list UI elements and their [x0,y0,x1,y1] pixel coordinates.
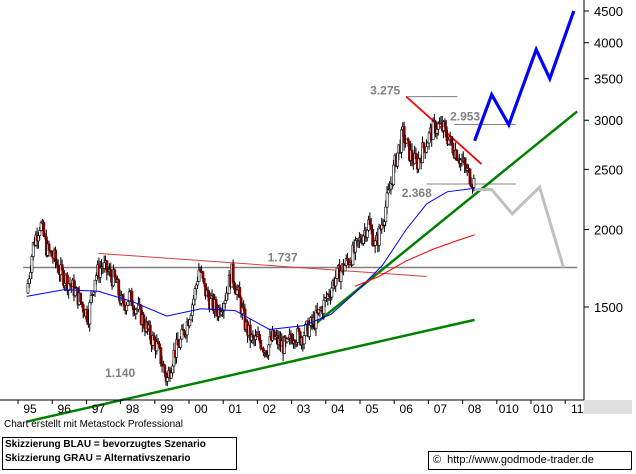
scenario-path [474,184,565,268]
level-label: 2.368 [402,186,432,200]
x-tick-label: 98 [126,402,140,416]
y-tick-label: 4000 [594,36,623,51]
candles [26,113,476,387]
candle-down [79,292,83,303]
candle-up [125,304,129,311]
level-label: 2.953 [450,109,480,123]
x-tick-label: 02 [263,402,277,416]
trendline-long-term-support [26,318,475,423]
candle-up [335,267,339,279]
x-tick-label: 96 [58,402,72,416]
x-tick-label: 05 [365,402,379,416]
scenario-legend: Skizzierung BLAU = bevorzugtes Szenario … [2,437,237,470]
moving-averages [26,187,475,331]
x-tick-label: 99 [160,402,174,416]
candle-up [180,329,184,340]
scenario-path [473,10,576,142]
moving-average-line [354,234,475,287]
y-axis-ticks: 4500 4000 3500 3000 2500 2000 1500 [584,4,623,315]
y-tick-label: 2500 [594,162,623,177]
credit-text: Chart erstellt mit Metastock Professiona… [4,419,183,430]
x-tick-label: 06 [400,402,414,416]
candle-up [179,338,182,348]
x-tick-label: 08 [468,402,482,416]
annotations: 3.275 2.953 2.368 1.737 1.140 [105,84,480,380]
candle-down [231,263,235,284]
candle-down [201,271,205,279]
y-tick-label: 2000 [594,222,623,237]
candle-down [422,142,426,149]
candle-up [88,302,92,325]
candle-down [406,138,410,142]
trendline-old-resistance [98,252,427,277]
x-tick-label: 95 [23,402,37,416]
moving-average-line [26,187,475,331]
y-tick-label: 3500 [594,72,623,87]
candle-up [472,178,476,188]
trendlines [26,95,578,423]
legend-grey: Skizzierung GRAU = Alternativszenario [5,453,191,464]
copyright-icon: © [433,454,442,466]
level-label: 3.275 [370,84,400,98]
level-label: 1.140 [105,366,135,380]
footer-url: http://www.godmode-trader.de [447,454,594,466]
x-tick-label: 010 [533,402,553,416]
x-tick-label: 04 [331,402,345,416]
candle-up [188,319,192,327]
scroll-stub [584,400,632,414]
legend-blue: Skizzierung BLAU = bevorzugtes Szenario [5,439,206,450]
candle-up [73,287,77,296]
x-tick-label: 07 [434,402,448,416]
level-label: 1.737 [268,250,298,264]
candle-down [158,343,161,348]
y-tick-label: 1500 [594,300,623,315]
scenarios [473,10,576,268]
footer-url-box: © http://www.godmode-trader.de [428,451,632,470]
y-tick-label: 3000 [594,113,623,128]
x-tick-label: 11 [571,402,584,416]
candle-down [202,278,206,284]
x-axis-ticks: 95 96 97 98 99 00 01 02 03 04 05 06 07 08 010 010 11 [17,400,584,416]
candle-up [373,240,377,246]
x-tick-label: 00 [194,402,208,416]
candle-up [308,325,311,337]
trendline-steep-support [302,110,578,335]
candle-up [385,192,389,208]
y-tick-label: 4500 [594,4,623,19]
x-tick-label: 01 [229,402,243,416]
x-tick-label: 97 [92,402,106,416]
candle-up [425,146,428,153]
x-tick-label: 03 [297,402,311,416]
candle-up [302,335,306,345]
x-tick-label: 010 [499,402,519,416]
